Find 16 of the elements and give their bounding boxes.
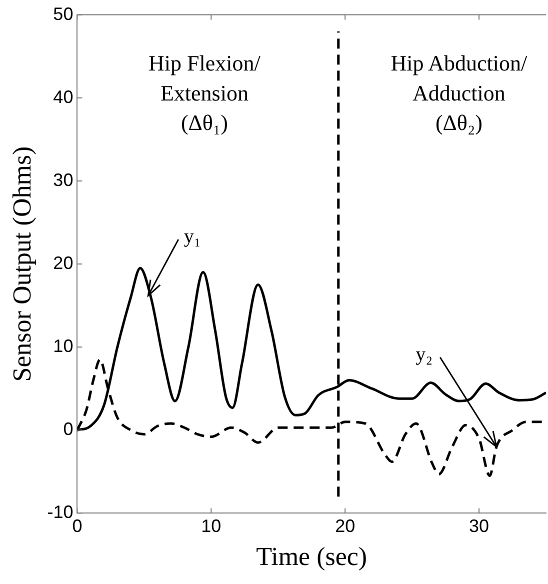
y-tick-label: 30 bbox=[53, 170, 74, 190]
x-axis-title: Time (sec) bbox=[256, 542, 368, 572]
annotation: y₂ bbox=[416, 344, 433, 366]
y-tick-label: 40 bbox=[53, 86, 74, 107]
annotation: Hip Flexion/ Extension (Δθ₁) bbox=[148, 50, 262, 136]
y-axis-title: Sensor Output (Ohms) bbox=[7, 146, 36, 382]
x-tick-label: 10 bbox=[201, 516, 222, 536]
annotation: Hip Abduction/ Adduction (Δθ₂) bbox=[390, 50, 528, 136]
x-tick-label: 20 bbox=[335, 516, 356, 536]
y-tick-label: 10 bbox=[53, 336, 74, 356]
y-tick-label: 20 bbox=[53, 252, 74, 273]
x-tick-label: 30 bbox=[469, 516, 490, 536]
y-tick-label: 50 bbox=[53, 4, 74, 24]
y-tick-label: 0 bbox=[63, 419, 74, 440]
y-tick-label: -10 bbox=[47, 502, 74, 522]
annotation: y₁ bbox=[184, 226, 201, 248]
